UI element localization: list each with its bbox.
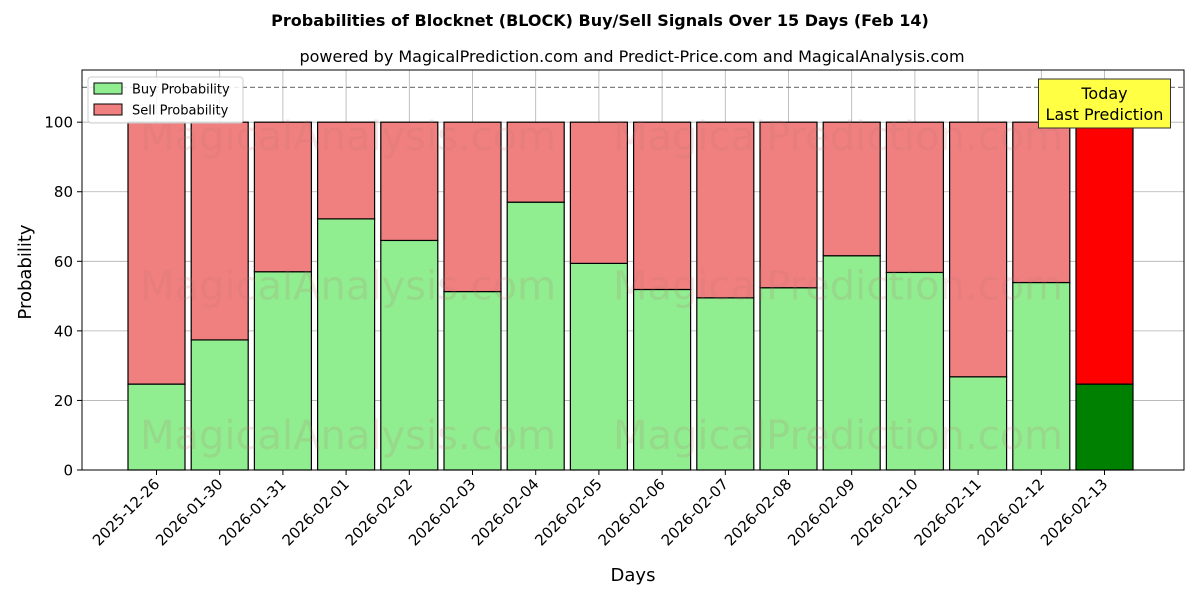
bar-sell-2026-02-05: [569, 121, 629, 264]
bar-sell-2026-02-09: [822, 121, 881, 257]
bar-sell-2026-02-11: [948, 121, 1008, 378]
bar-buy-2026-02-07: [696, 297, 755, 471]
legend: Buy Probability Sell Probability: [87, 76, 244, 124]
bar-buy-2026-02-04: [506, 201, 565, 471]
y-tick-label: 60: [54, 253, 73, 271]
bars: [82, 86, 1184, 471]
x-tick-label: 2026-02-13: [1037, 475, 1111, 549]
x-tick-label: 2026-02-09: [784, 475, 858, 549]
watermark-text: MagicalPrediction.com: [613, 413, 1063, 459]
bar-buy-2026-01-30: [190, 339, 249, 471]
x-tick-label: 2026-01-31: [215, 475, 289, 549]
bar-sell-2025-12-26: [127, 121, 186, 385]
bar-buy-2026-02-05: [569, 262, 629, 471]
x-tick-label: 2026-02-11: [911, 475, 985, 549]
watermark-text: MagicalPrediction.com: [613, 114, 1063, 160]
legend-swatch: [93, 103, 123, 116]
bar-sell-2026-02-04: [506, 121, 565, 203]
chart-subtitle: powered by MagicalPrediction.com and Pre…: [299, 47, 964, 66]
bar-sell-2026-02-12: [1012, 121, 1071, 284]
bar-buy-2026-01-31: [253, 271, 312, 471]
bar-buy-2026-02-08: [759, 287, 818, 471]
bar-buy-2026-02-02: [380, 239, 439, 471]
bar-sell-2026-02-02: [380, 121, 439, 242]
x-tick-label: 2026-02-10: [847, 475, 921, 549]
watermark-text: MagicalPrediction.com: [613, 264, 1063, 310]
x-tick-label: 2026-02-05: [531, 475, 605, 549]
x-tick-label: 2026-02-12: [974, 475, 1048, 549]
bar-sell-2026-02-13: [1075, 121, 1134, 385]
legend-box: [87, 76, 244, 124]
x-axis-label: Days: [611, 565, 656, 586]
x-tick-label: 2026-02-06: [595, 475, 669, 549]
bar-sell-2026-02-03: [443, 121, 502, 293]
bar-buy-2026-02-10: [885, 271, 945, 471]
watermarks: MagicalAnalysis.com MagicalPrediction.com…: [140, 114, 1063, 459]
bar-sell-2026-02-08: [759, 121, 818, 289]
annotation-text: Today: [1080, 84, 1127, 103]
bar-buy-2026-02-03: [443, 290, 502, 471]
x-tick-label: 2025-12-26: [89, 475, 163, 549]
x-tick-label: 2026-02-07: [658, 475, 732, 549]
y-axis-label: Probability: [15, 224, 36, 319]
legend-label: Buy Probability: [132, 83, 230, 98]
x-tick-label: 2026-02-02: [342, 475, 416, 549]
y-tick-label: 80: [54, 183, 73, 201]
watermark-text: MagicalAnalysis.com: [140, 264, 556, 310]
legend-label: Sell Probability: [132, 104, 229, 119]
x-tick-label: 2026-01-30: [152, 475, 226, 549]
bar-buy-2026-02-01: [317, 218, 376, 471]
chart-title: Probabilities of Blocknet (BLOCK) Buy/Se…: [271, 11, 929, 30]
bar-sell-2026-02-10: [885, 121, 945, 274]
bar-sell-2026-01-31: [253, 121, 312, 273]
watermark-text: MagicalAnalysis.com: [140, 413, 556, 459]
x-tick-label: 2026-02-08: [721, 475, 795, 549]
annotation: Today Last Prediction: [1038, 78, 1171, 129]
bar-buy-2026-02-06: [632, 288, 692, 471]
x-tick-label: 2026-02-01: [279, 475, 353, 549]
y-tick-label: 20: [54, 392, 73, 410]
y-tick-label: 0: [63, 462, 73, 480]
x-tick-label: 2026-02-03: [405, 475, 479, 549]
plot-frame: [81, 69, 1185, 471]
bar-sell-2026-02-01: [317, 121, 376, 220]
bar-sell-2026-02-07: [696, 121, 755, 299]
bar-sell-2026-02-06: [632, 121, 692, 291]
annotation-box: [1038, 78, 1171, 129]
y-tick-label: 100: [44, 114, 73, 132]
annotation-text: Last Prediction: [1046, 105, 1164, 124]
y-tick-label: 40: [54, 322, 73, 340]
bar-buy-2026-02-09: [822, 255, 881, 471]
bar-buy-2026-02-13: [1075, 383, 1134, 471]
legend-swatch: [93, 82, 123, 95]
x-tick-label: 2026-02-04: [468, 475, 542, 549]
